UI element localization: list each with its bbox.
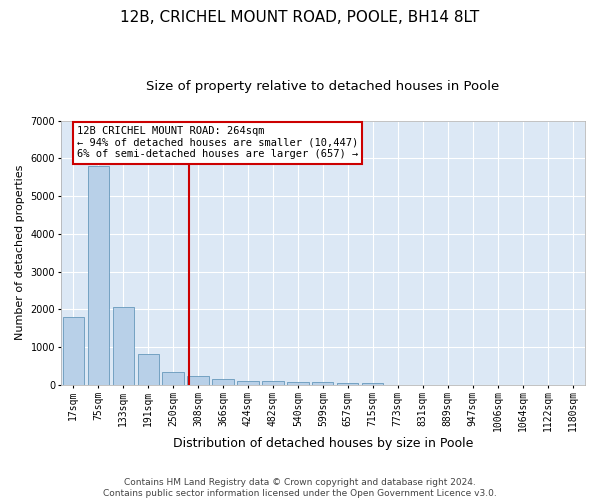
Bar bbox=[187, 376, 209, 385]
Bar bbox=[163, 372, 184, 385]
Bar bbox=[238, 380, 259, 385]
Text: 12B, CRICHEL MOUNT ROAD, POOLE, BH14 8LT: 12B, CRICHEL MOUNT ROAD, POOLE, BH14 8LT bbox=[121, 10, 479, 25]
Bar bbox=[337, 382, 358, 385]
Bar bbox=[362, 383, 383, 385]
Bar bbox=[287, 382, 308, 385]
X-axis label: Distribution of detached houses by size in Poole: Distribution of detached houses by size … bbox=[173, 437, 473, 450]
Bar bbox=[212, 379, 233, 385]
Y-axis label: Number of detached properties: Number of detached properties bbox=[15, 165, 25, 340]
Bar bbox=[62, 317, 84, 385]
Title: Size of property relative to detached houses in Poole: Size of property relative to detached ho… bbox=[146, 80, 499, 93]
Bar bbox=[137, 354, 159, 385]
Bar bbox=[113, 307, 134, 385]
Bar bbox=[262, 382, 284, 385]
Text: 12B CRICHEL MOUNT ROAD: 264sqm
← 94% of detached houses are smaller (10,447)
6% : 12B CRICHEL MOUNT ROAD: 264sqm ← 94% of … bbox=[77, 126, 358, 160]
Bar bbox=[312, 382, 334, 385]
Text: Contains HM Land Registry data © Crown copyright and database right 2024.
Contai: Contains HM Land Registry data © Crown c… bbox=[103, 478, 497, 498]
Bar bbox=[88, 166, 109, 385]
